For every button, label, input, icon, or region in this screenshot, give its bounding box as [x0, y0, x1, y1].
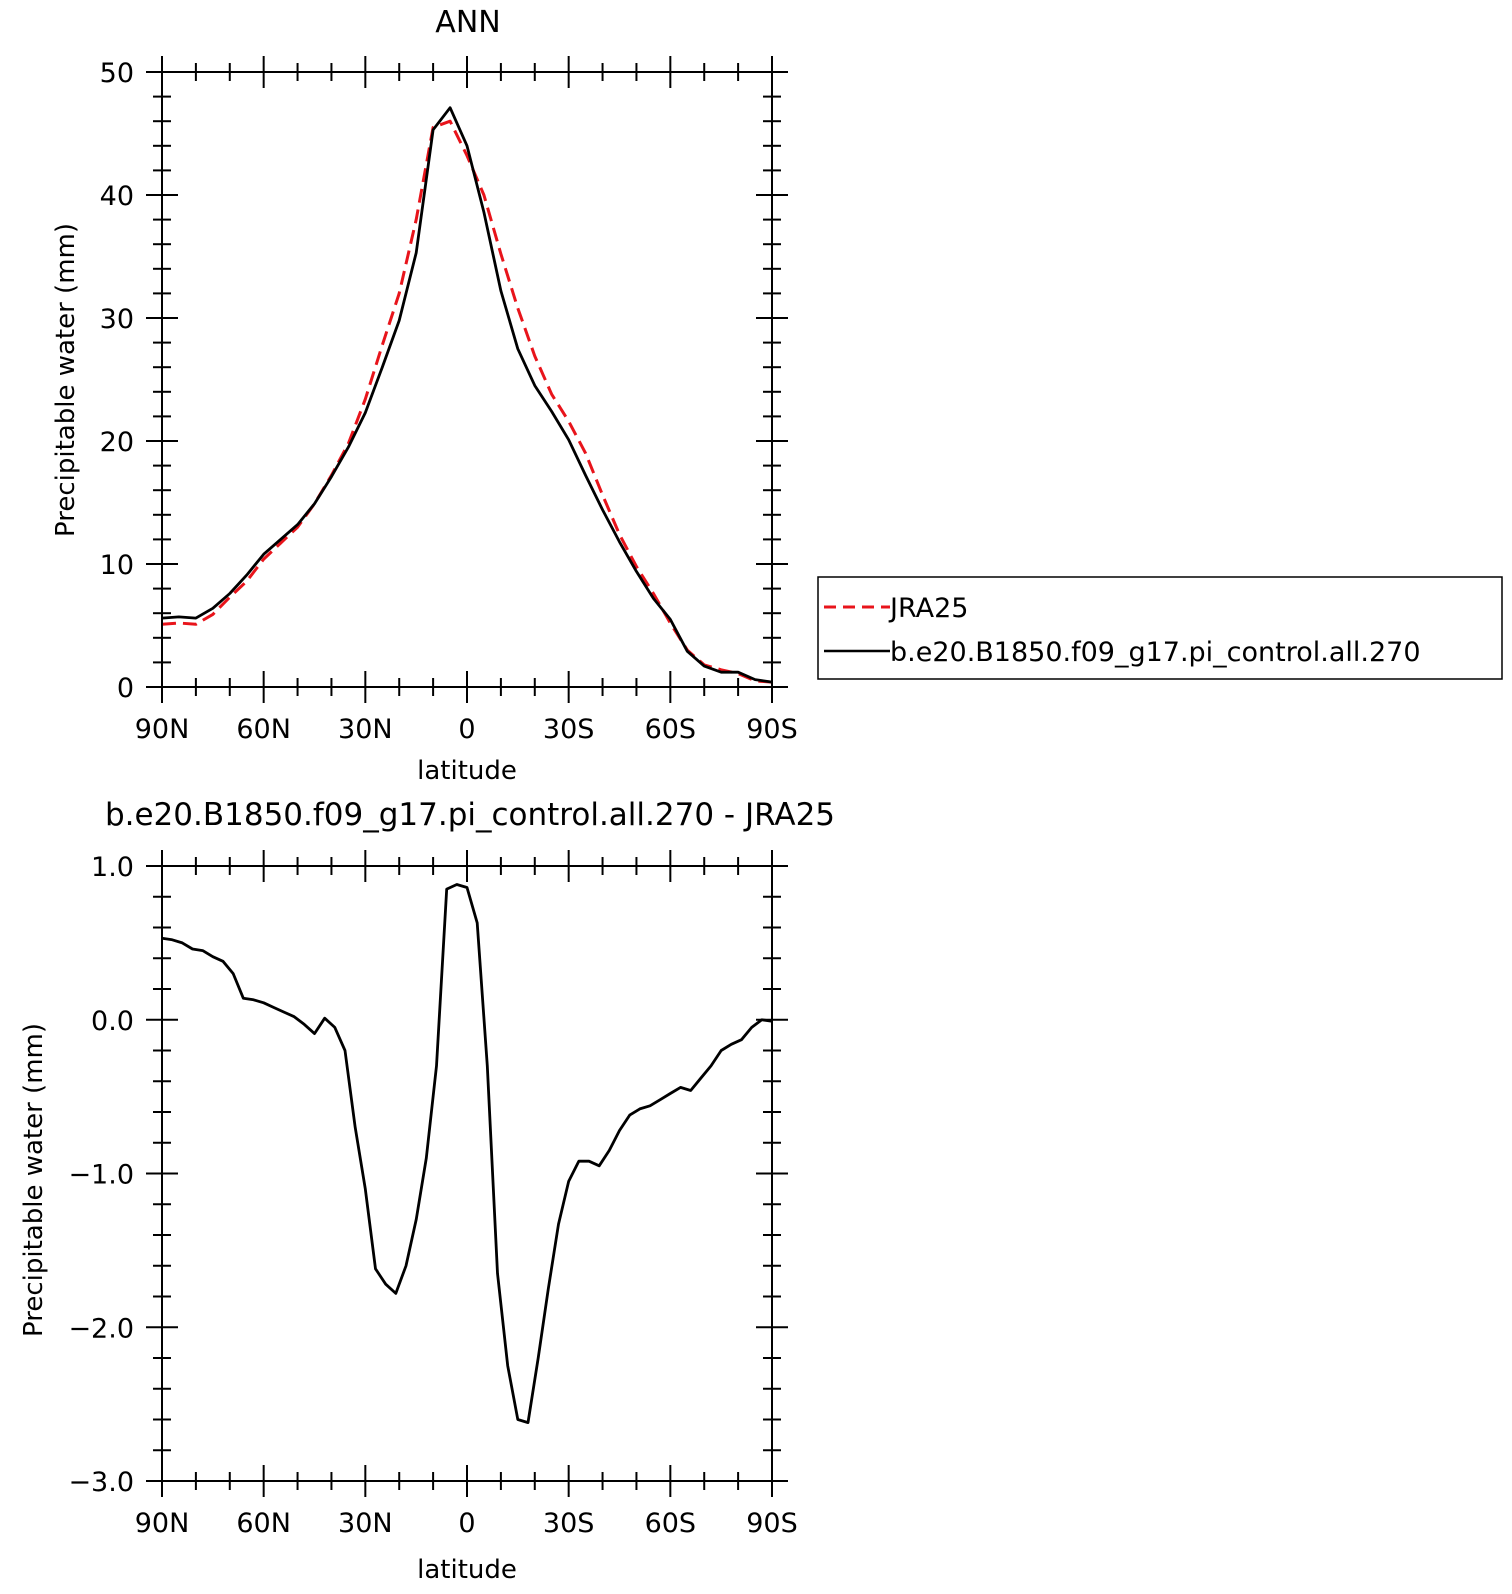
- top-y-tick-label: 10: [100, 550, 134, 581]
- bottom-series-line-0: [161, 883, 773, 1424]
- bottom-x-axis-label: latitude: [417, 1555, 517, 1585]
- bottom-x-tick-label: 60S: [645, 1508, 697, 1539]
- top-x-axis-label: latitude: [417, 756, 517, 786]
- top-chart-title: ANN: [435, 5, 500, 40]
- bottom-y-tick-label: 1.0: [91, 852, 134, 883]
- bottom-x-tick-label: 90N: [135, 1508, 190, 1539]
- bottom-y-axis-label: Precipitable water (mm): [19, 1023, 49, 1337]
- panel-annual-precipitable-water: ANN 90N 60N 30N 0 30S 60S 90S 0 10 20 30 40 50 latit…: [51, 5, 1503, 786]
- top-x-tick-label: 0: [458, 714, 475, 745]
- bottom-x-tick-label: 30S: [543, 1508, 595, 1539]
- top-x-tick-label: 90N: [135, 714, 190, 745]
- top-y-tick-label: 50: [100, 58, 134, 89]
- top-x-tick-label: 30S: [543, 714, 595, 745]
- top-y-tick-label: 20: [100, 427, 134, 458]
- bottom-y-tick-label: −1.0: [68, 1160, 134, 1191]
- bottom-x-tick-label: 90S: [746, 1508, 798, 1539]
- bottom-series-line: [161, 883, 773, 1424]
- bottom-chart-title: b.e20.B1850.f09_g17.pi_control.all.270 -…: [105, 797, 835, 833]
- legend-label-jra25: JRA25: [888, 593, 968, 624]
- legend-box: [817, 576, 1503, 680]
- top-x-tick-label: 90S: [746, 714, 798, 745]
- panel-difference: b.e20.B1850.f09_g17.pi_control.all.270 -…: [19, 797, 835, 1585]
- top-plot-frame: [161, 71, 773, 688]
- bottom-x-tick-label: 0: [458, 1508, 475, 1539]
- legend: JRA25 b.e20.B1850.f09_g17.pi_control.all…: [817, 576, 1503, 680]
- top-y-axis-label: Precipitable water (mm): [51, 223, 81, 537]
- top-series-line-0: [161, 119, 773, 684]
- top-series-lines: [161, 106, 773, 684]
- top-series-line-1: [161, 106, 773, 684]
- top-y-tick-label: 40: [100, 181, 134, 212]
- bottom-x-tick-label: 60N: [236, 1508, 291, 1539]
- top-y-tick-label: 0: [117, 673, 134, 704]
- top-x-tick-label: 30N: [338, 714, 393, 745]
- legend-label-model: b.e20.B1850.f09_g17.pi_control.all.270: [890, 637, 1421, 668]
- top-x-tick-label: 60S: [645, 714, 697, 745]
- top-tick-labels: 90N 60N 30N 0 30S 60S 90S 0 10 20 30 40 50: [100, 58, 798, 745]
- bottom-y-tick-label: −2.0: [68, 1313, 134, 1344]
- bottom-y-tick-label: −3.0: [68, 1467, 134, 1498]
- bottom-tick-labels: 90N 60N 30N 0 30S 60S 90S 1.0 0.0 −1.0 −2.0 −3.0: [68, 852, 797, 1539]
- bottom-plot-frame: [161, 865, 773, 1482]
- bottom-y-tick-label: 0.0: [91, 1006, 134, 1037]
- top-x-tick-label: 60N: [236, 714, 291, 745]
- bottom-x-tick-label: 30N: [338, 1508, 393, 1539]
- top-y-tick-label: 30: [100, 304, 134, 335]
- bottom-ticks: [146, 850, 788, 1497]
